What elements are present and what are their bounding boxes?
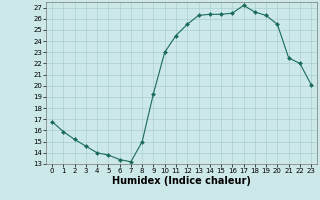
X-axis label: Humidex (Indice chaleur): Humidex (Indice chaleur) [112, 176, 251, 186]
